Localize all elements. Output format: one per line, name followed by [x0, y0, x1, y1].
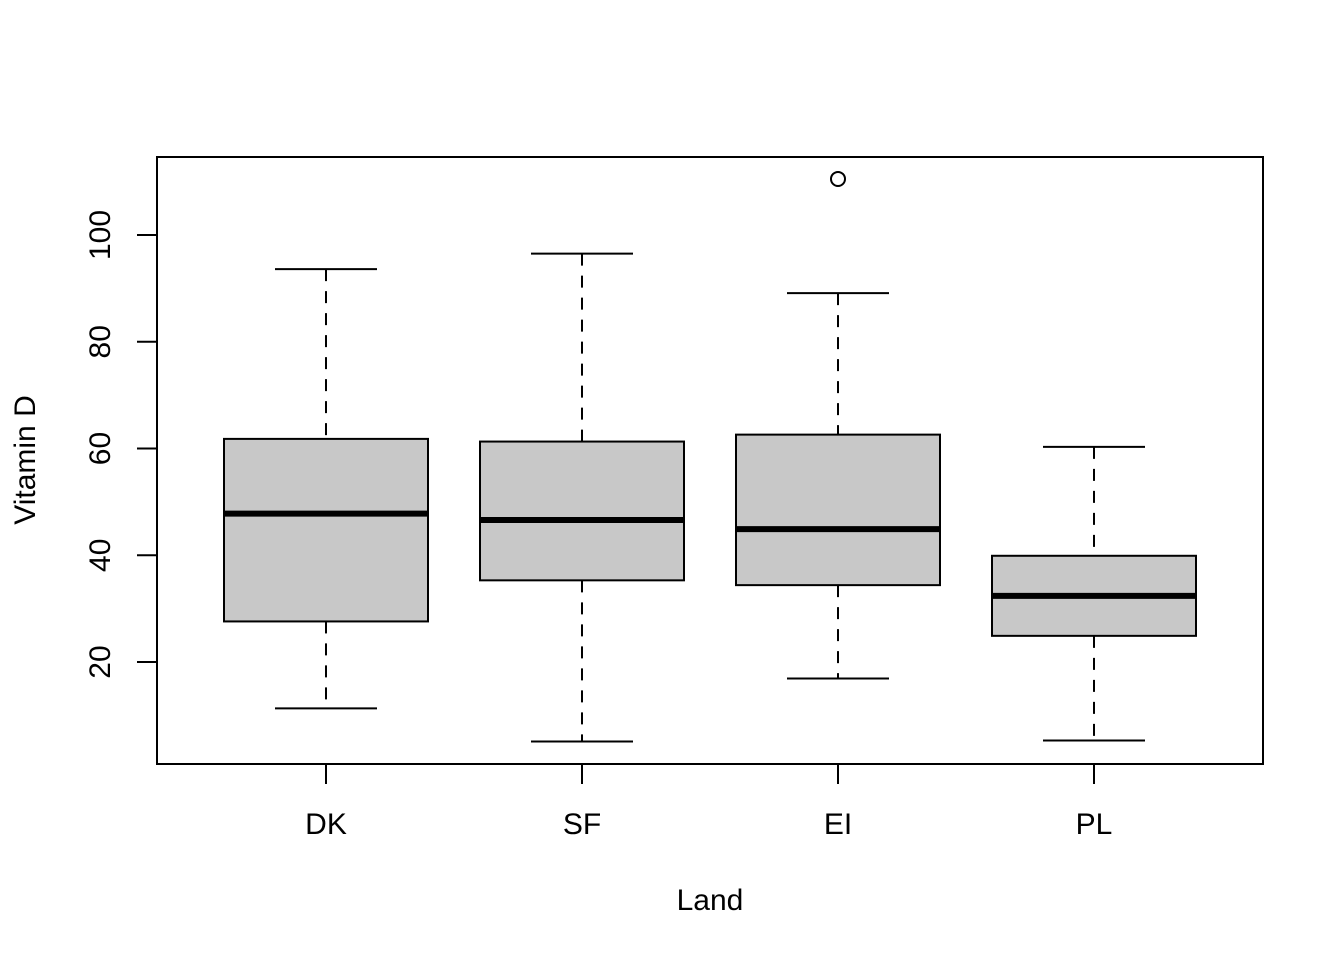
box-group-dk — [223, 268, 429, 710]
x-tick-label: SF — [563, 808, 601, 841]
iqr-box — [735, 433, 941, 587]
box-group-ei — [735, 170, 941, 680]
y-tick-label: 100 — [84, 210, 117, 260]
y-tick-label: 40 — [84, 539, 117, 572]
plot-layer — [223, 170, 1197, 743]
y-tick-label: 80 — [84, 325, 117, 358]
y-tick-label: 60 — [84, 432, 117, 465]
iqr-box — [223, 437, 429, 623]
plot-frame — [156, 156, 1264, 765]
axis-layer: DK SF EI PL 20 40 60 80 100 — [84, 210, 1112, 841]
box-group-sf — [479, 252, 685, 743]
y-axis-title: Vitamin D — [9, 395, 42, 525]
y-tick-label: 20 — [84, 645, 117, 678]
x-tick-label: PL — [1076, 808, 1113, 841]
x-tick-label: DK — [305, 808, 347, 841]
x-tick-label: EI — [824, 808, 852, 841]
box-group-pl — [991, 445, 1197, 742]
iqr-box — [479, 440, 685, 582]
outlier-point — [830, 170, 846, 187]
x-axis-title: Land — [677, 884, 744, 917]
